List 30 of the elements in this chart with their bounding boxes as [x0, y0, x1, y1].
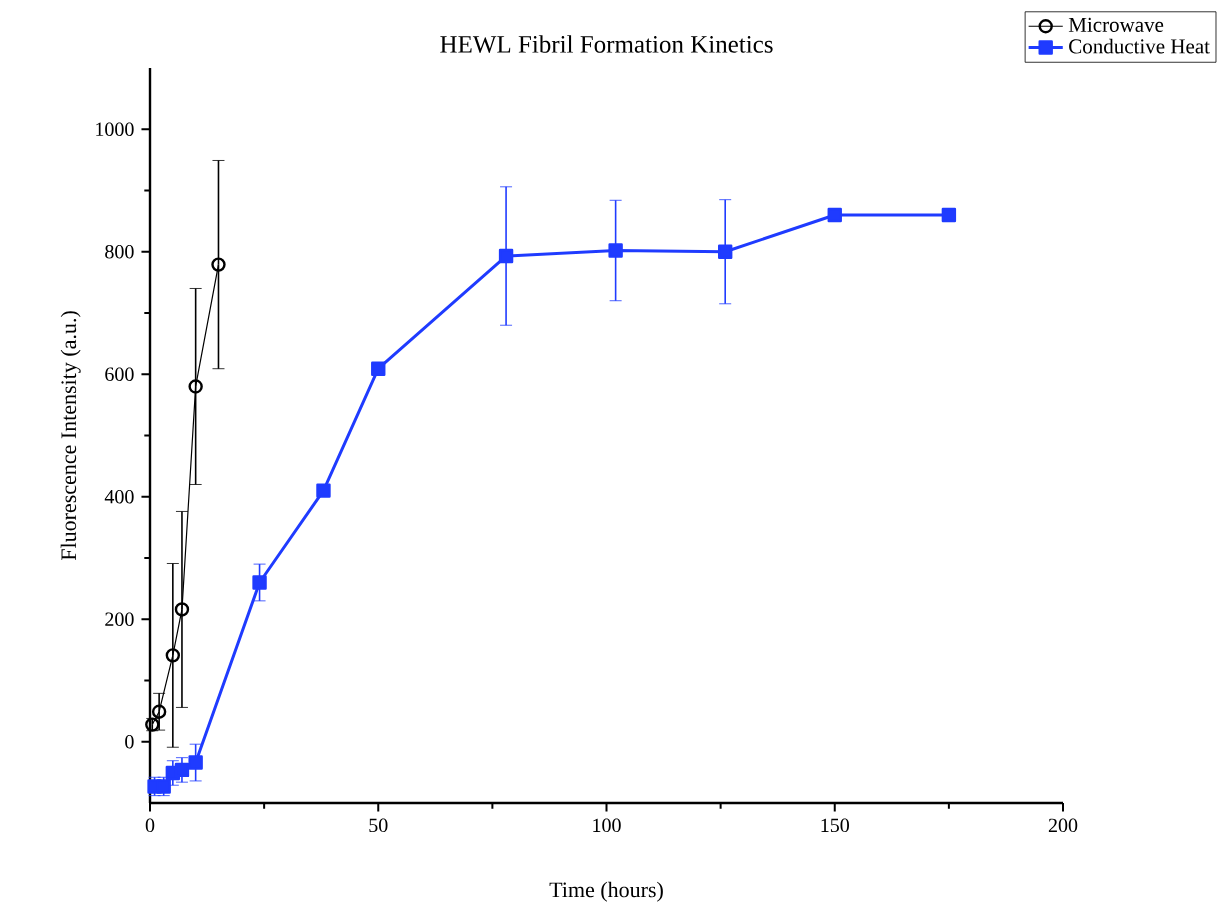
legend-label: Conductive Heat [1069, 38, 1210, 54]
point [211, 257, 226, 272]
x-tick-label: 50 [369, 818, 388, 833]
x-tick-label: 150 [821, 818, 850, 833]
y-tick-label: 400 [104, 489, 134, 504]
point [151, 704, 167, 719]
point [498, 248, 514, 264]
y-tick-label: 200 [105, 612, 134, 626]
point [165, 648, 181, 663]
point [188, 379, 203, 394]
x-tick-label: 0 [145, 818, 155, 833]
point [718, 244, 733, 259]
point [608, 243, 623, 258]
legend-label: Microwave [1068, 17, 1164, 32]
point [941, 207, 957, 223]
x-tick-label: 100 [593, 818, 621, 833]
point [827, 207, 842, 223]
point [316, 483, 331, 498]
x-tick-label: 200 [1048, 818, 1078, 833]
point [371, 361, 386, 376]
y-tick-label: 1000 [96, 122, 134, 136]
y-axis-title: Fluorescence Intensity (a.u.) [60, 311, 81, 561]
point [252, 575, 267, 590]
point [174, 602, 190, 617]
y-tick-label: 0 [125, 734, 134, 749]
y-tick-label: 800 [105, 244, 134, 259]
y-tick-label: 600 [105, 367, 134, 381]
chart-title: HEWL Fibril Formation Kinetics [440, 35, 773, 53]
point [188, 755, 203, 770]
x-axis-title: Time (hours) [549, 881, 663, 902]
